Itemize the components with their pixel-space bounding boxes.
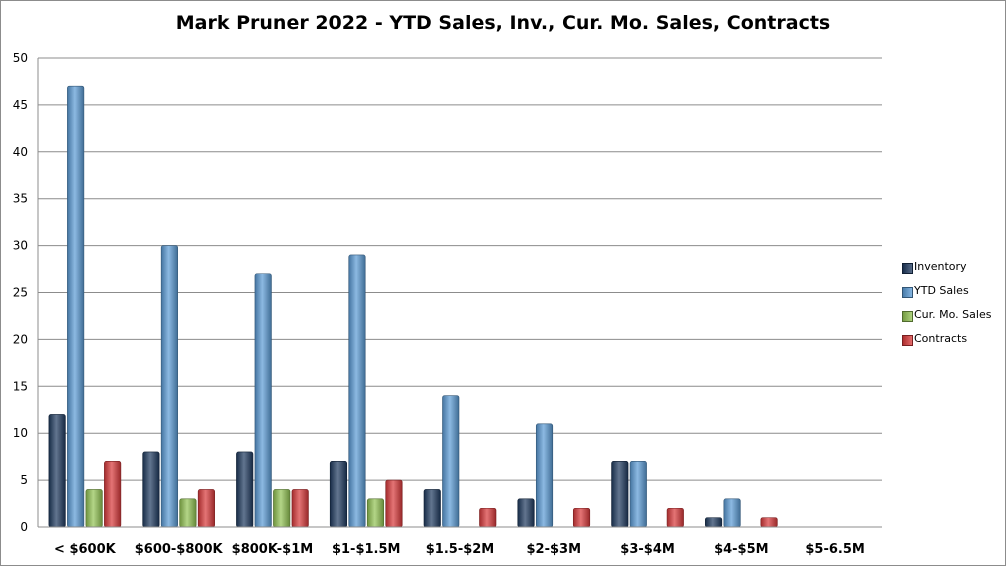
y-tick-label: 0 [20, 520, 28, 534]
bar-inventory [705, 517, 723, 528]
legend-swatch [902, 287, 913, 298]
bar-ytd-sales [723, 498, 741, 528]
bar-cur-mo-sales [273, 489, 291, 528]
x-tick-label: $1-$1.5M [332, 542, 401, 557]
legend-label: Contracts [914, 332, 968, 345]
x-tick-label: $3-$4M [620, 542, 675, 557]
y-axis: 0 5 10 15 20 25 30 35 40 45 50 [13, 51, 39, 534]
y-tick-label: 25 [13, 286, 28, 300]
bar-contracts [572, 507, 591, 528]
bar-contracts [479, 507, 497, 528]
bar-ytd-sales [442, 395, 460, 528]
x-tick-label: < $600K [54, 542, 117, 557]
y-tick-label: 30 [13, 239, 28, 253]
legend-swatch [902, 311, 913, 322]
chart-title: Mark Pruner 2022 - YTD Sales, Inv., Cur.… [175, 12, 831, 34]
bar-inventory [236, 451, 254, 528]
y-tick-label: 45 [13, 98, 28, 112]
y-tick-label: 40 [13, 145, 28, 159]
bar-ytd-sales [160, 245, 178, 528]
bar-ytd-sales [348, 254, 366, 528]
legend-label: Inventory [914, 260, 967, 273]
y-tick-label: 10 [13, 426, 28, 440]
bar-contracts [666, 507, 684, 528]
legend-swatch [902, 263, 913, 274]
x-tick-label: $2-$3M [527, 542, 582, 557]
legend-label: Cur. Mo. Sales [914, 308, 992, 321]
y-tick-label: 20 [13, 332, 28, 346]
bar-ytd-sales [629, 461, 647, 528]
gridlines [38, 57, 882, 528]
x-tick-label: $4-$5M [714, 542, 769, 557]
bar-ytd-sales [67, 85, 85, 528]
bar-inventory [423, 489, 441, 528]
y-tick-label: 50 [13, 51, 28, 65]
bar-ytd-sales [535, 423, 554, 528]
bar-contracts [104, 461, 122, 528]
bar-cur-mo-sales [179, 498, 197, 528]
bar-contracts [385, 479, 403, 528]
bar-contracts [760, 517, 778, 528]
y-tick-label: 15 [13, 379, 28, 393]
bar-contracts [291, 489, 309, 528]
y-tick-label: 5 [20, 473, 28, 487]
bar-inventory [48, 414, 66, 528]
bar-inventory [142, 451, 160, 528]
bar-ytd-sales [254, 273, 272, 528]
bar-cur-mo-sales [366, 498, 385, 528]
bar-inventory [329, 461, 348, 528]
legend-swatch [902, 335, 913, 346]
bar-cur-mo-sales [85, 489, 103, 528]
bar-inventory [611, 461, 629, 528]
y-tick-label: 35 [13, 192, 28, 206]
bar-inventory [517, 498, 535, 528]
bar-contracts [197, 489, 215, 528]
x-axis: < $600K $600-$800K $800K-$1M $1-$1.5M $1.5-$… [38, 526, 882, 557]
x-tick-label: $800K-$1M [232, 542, 314, 557]
legend-label: YTD Sales [914, 284, 969, 297]
x-tick-label: $600-$800K [135, 542, 224, 557]
bars [48, 85, 778, 528]
x-tick-label: $1.5-$2M [426, 542, 495, 557]
x-tick-label: $5-6.5M [805, 542, 864, 557]
